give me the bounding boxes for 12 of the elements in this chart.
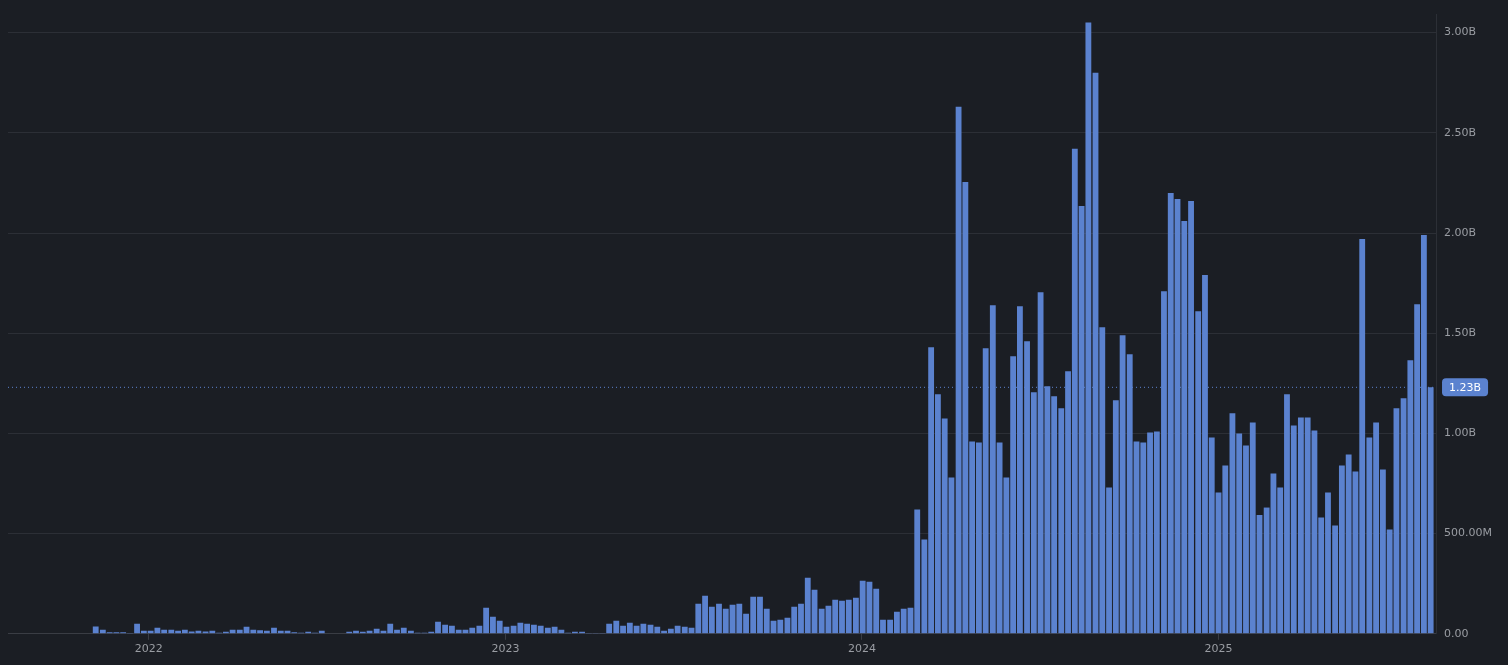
y-tick-label: 0.00	[1444, 626, 1469, 640]
y-tick-label: 1.50B	[1444, 326, 1477, 340]
y-tick-label: 500.00M	[1444, 526, 1492, 540]
x-tick-label: 2024	[847, 642, 876, 656]
ref-line-label: 1.23B	[1449, 380, 1482, 394]
y-tick-label: 1.00B	[1444, 426, 1477, 440]
y-tick-label: 2.00B	[1444, 225, 1477, 239]
y-tick-label: 3.00B	[1444, 25, 1477, 39]
x-tick-label: 2022	[134, 642, 163, 656]
x-tick-label: 2023	[491, 642, 520, 656]
x-tick-label: 2025	[1204, 642, 1233, 656]
y-tick-label: 2.50B	[1444, 125, 1477, 139]
